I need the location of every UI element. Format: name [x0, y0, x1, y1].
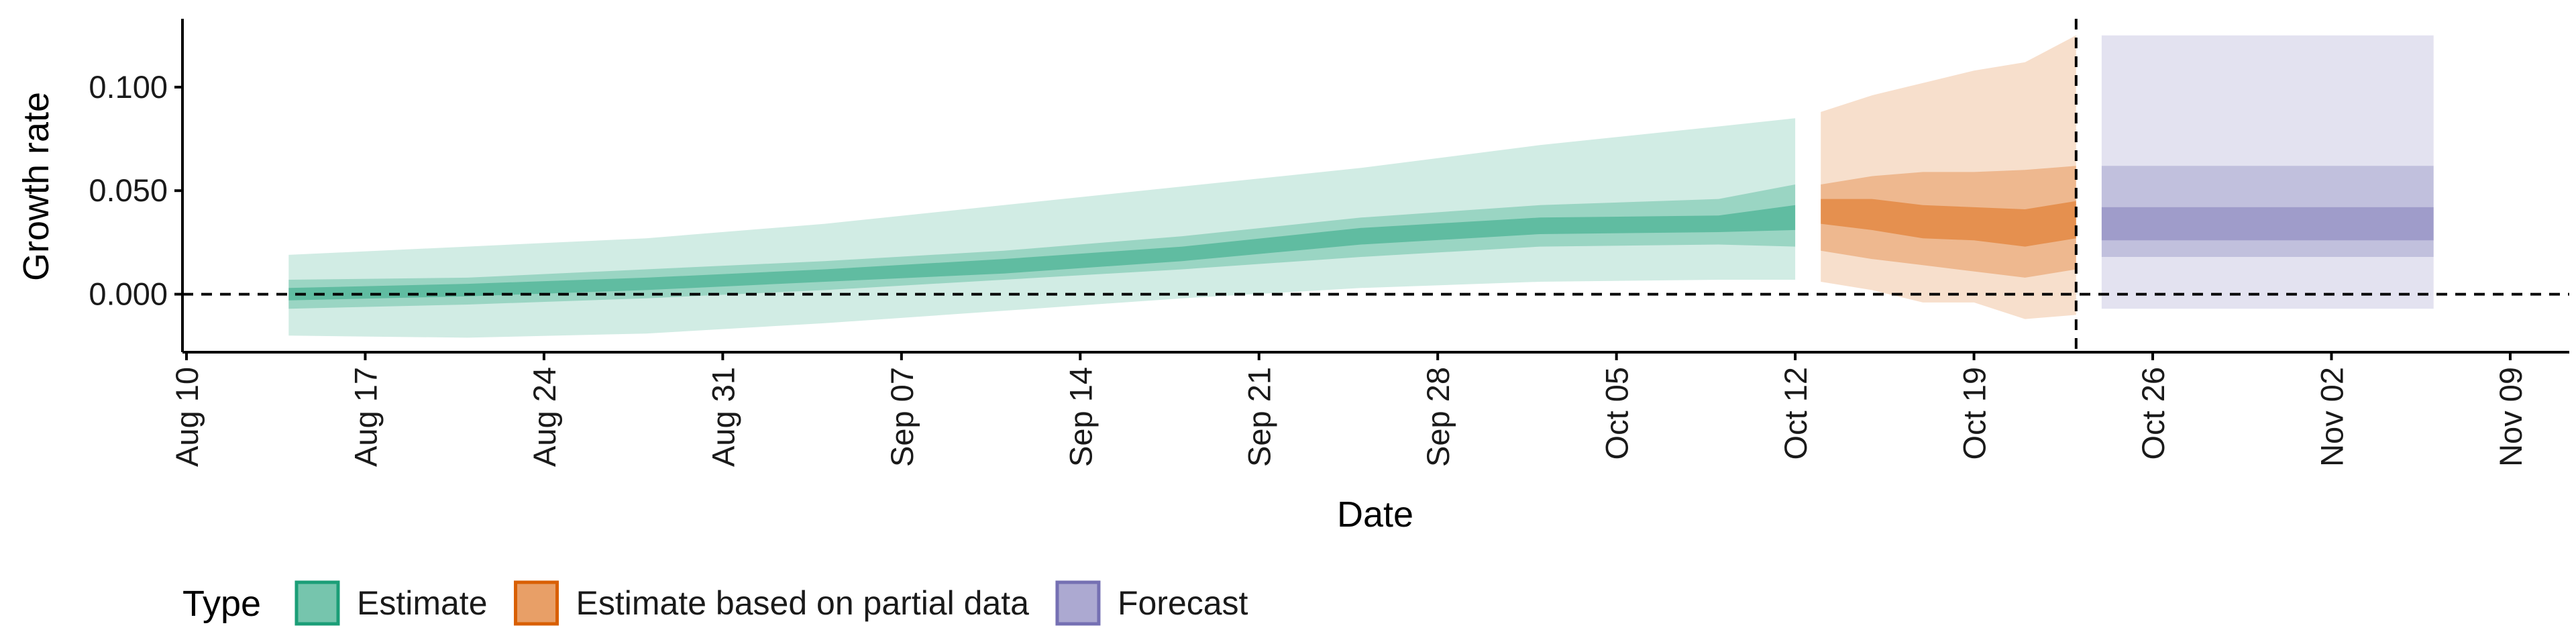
axes	[181, 19, 2569, 354]
x-tick-label: Sep 28	[1420, 367, 1456, 467]
forecast-band-90	[2101, 35, 2434, 309]
legend-label: Forecast	[1118, 584, 1248, 622]
x-axis-title: Date	[1337, 494, 1413, 535]
legend-item-estimate: Estimate	[294, 580, 488, 626]
x-tick-label: Nov 02	[2314, 367, 2350, 467]
x-tick-label: Nov 09	[2493, 367, 2528, 467]
series-forecast	[2101, 35, 2434, 309]
x-tick-label: Aug 17	[348, 367, 384, 467]
x-tick-label: Oct 12	[1778, 367, 1813, 460]
reference-lines	[182, 19, 2569, 352]
x-tick-label: Aug 24	[527, 367, 562, 467]
x-tick-label: Oct 19	[1957, 367, 1992, 460]
estimate-based-on-partial-data-band-90	[1821, 35, 2076, 319]
x-tick-label: Sep 14	[1063, 367, 1098, 467]
plot-bands	[288, 35, 2434, 338]
legend-item-forecast: Forecast	[1055, 580, 1248, 626]
x-tick-label: Sep 21	[1242, 367, 1277, 467]
estimate-band-50	[288, 184, 1796, 309]
legend-title: Type	[182, 584, 261, 624]
x-ticks: Aug 10 Aug 17 Aug 24 Aug 31 Sep 07 Sep 14 Sep …	[169, 352, 2528, 467]
legend-item-estimate-based-on-partial-data: Estimate based on partial data	[514, 580, 1030, 626]
estimate-based-on-partial-data-band-50	[1821, 166, 2076, 278]
series-estimate	[288, 118, 1796, 338]
x-tick-label: Oct 26	[2135, 367, 2171, 460]
estimate-based-on-partial-data-band-20	[1821, 199, 2076, 247]
x-tick-label: Oct 05	[1599, 367, 1635, 460]
estimate-band-20	[288, 205, 1796, 301]
y-axis-title: Growth rate	[16, 92, 56, 281]
legend: Type Estimate Estimate based on partial d…	[182, 580, 1248, 626]
estimate-band-90	[288, 118, 1796, 338]
legend-swatch	[1055, 580, 1101, 626]
y-tick-label: 0.000	[89, 276, 168, 312]
y-tick-label: 0.050	[89, 172, 168, 208]
x-tick-label: Aug 31	[705, 367, 741, 467]
x-tick-label: Sep 07	[884, 367, 920, 467]
series-estimate-based-on-partial-data	[1821, 35, 2076, 319]
legend-label: Estimate	[357, 584, 488, 622]
y-ticks: 0.000 0.050 0.100	[89, 69, 182, 312]
legend-swatch	[294, 580, 340, 626]
legend-label: Estimate based on partial data	[576, 584, 1030, 622]
legend-swatch	[514, 580, 559, 626]
forecast-band-50	[2101, 166, 2434, 257]
y-tick-label: 0.100	[89, 69, 168, 105]
forecast-band-20	[2101, 207, 2434, 241]
x-tick-label: Aug 10	[169, 367, 205, 467]
